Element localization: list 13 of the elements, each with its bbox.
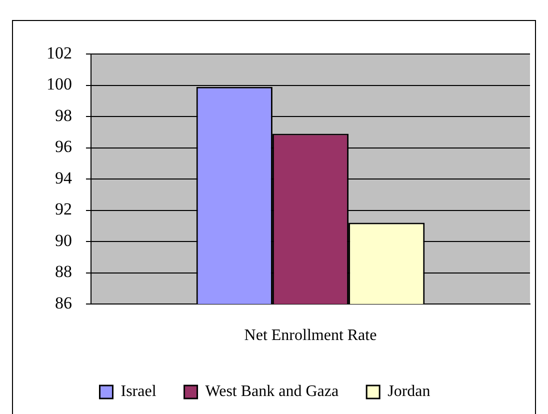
y-tick-label: 94	[55, 168, 72, 188]
y-tick-label: 88	[55, 262, 72, 282]
legend-label: Jordan	[388, 383, 430, 400]
y-tick-label: 92	[55, 200, 72, 219]
legend-label: Israel	[120, 383, 157, 400]
y-tick-label: 86	[55, 293, 72, 312]
x-tick-label: Net Enrollment Rate	[244, 326, 377, 344]
y-tick-label: 90	[55, 230, 72, 250]
legend-label: West Bank and Gaza	[205, 383, 339, 400]
y-tick-label: 102	[46, 43, 72, 62]
y-tick-label: 100	[46, 74, 72, 94]
y-tick-label: 96	[55, 137, 72, 156]
y-tick-label: 98	[55, 106, 72, 125]
